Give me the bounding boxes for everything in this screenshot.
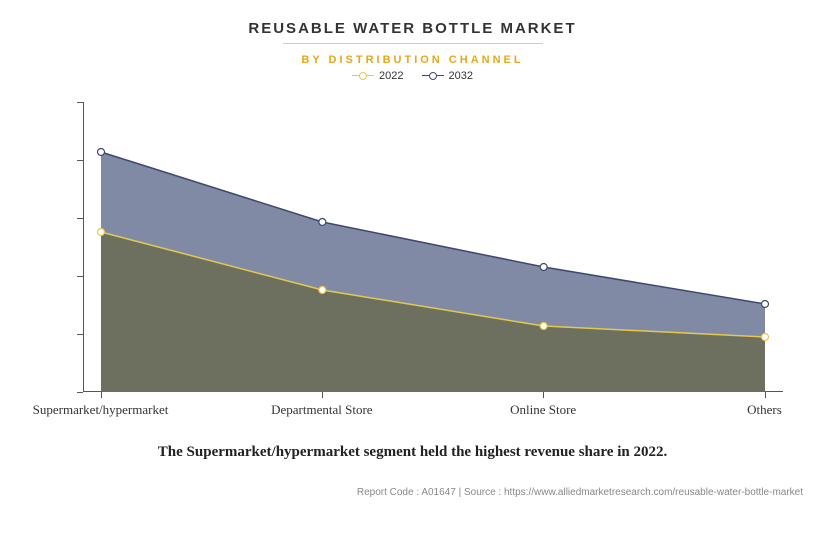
x-tick [543,392,544,398]
source-sep: | Source : [456,487,504,498]
source-line: Report Code : A01647 | Source : https://… [10,487,815,498]
legend-marker-2032 [422,71,444,81]
source-url: https://www.alliedmarketresearch.com/reu… [504,487,803,498]
legend-marker-2022 [352,71,374,81]
legend-item-2022: 2022 [352,70,403,82]
x-tick [765,392,766,398]
legend-label-2022: 2022 [379,70,403,82]
caption-text: The Supermarket/hypermarket segment held… [10,444,815,461]
x-axis-label: Others [747,402,782,418]
plot-svg [83,102,783,392]
chart-area: Supermarket/hypermarket Departmental Stor… [33,102,793,432]
x-axis-label: Departmental Store [271,402,372,418]
x-axis-label: Supermarket/hypermarket [33,402,169,418]
legend: 2022 2032 [10,70,815,82]
legend-item-2032: 2032 [422,70,473,82]
legend-label-2032: 2032 [449,70,473,82]
source-prefix: Report Code : [357,487,421,498]
y-tick [77,392,83,393]
x-tick [322,392,323,398]
report-code: A01647 [421,487,455,498]
x-axis-label: Online Store [510,402,576,418]
title-underline [283,43,543,44]
chart-card: REUSABLE WATER BOTTLE MARKET BY DISTRIBU… [0,0,825,537]
x-tick [101,392,102,398]
plot-region [83,102,783,392]
chart-subtitle: BY DISTRIBUTION CHANNEL [10,54,815,66]
chart-title: REUSABLE WATER BOTTLE MARKET [10,20,815,37]
